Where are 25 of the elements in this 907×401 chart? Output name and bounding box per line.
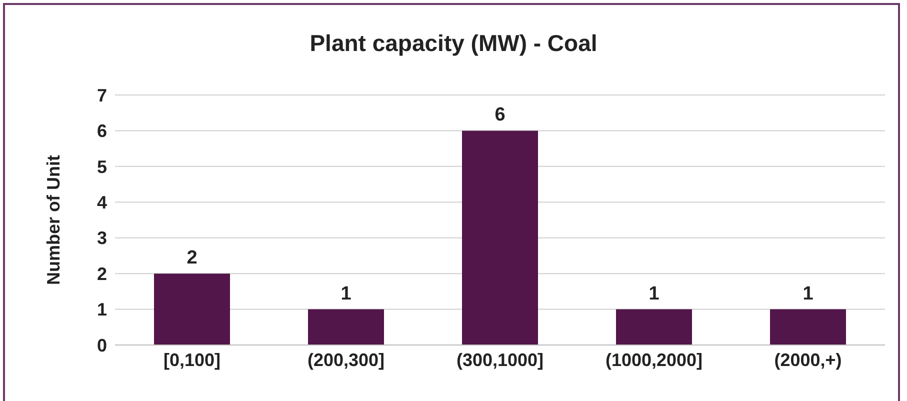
y-tick-label: 3 — [96, 228, 107, 248]
data-label: 6 — [494, 104, 506, 126]
y-tick-label: 5 — [96, 156, 107, 177]
bar — [308, 309, 384, 345]
y-tick-label: 6 — [96, 121, 107, 142]
data-label: 1 — [802, 283, 814, 304]
y-tick-label: 1 — [96, 300, 107, 320]
bar — [616, 309, 692, 345]
y-axis-title: Number of Unit — [43, 155, 64, 285]
data-label: 1 — [340, 283, 352, 304]
x-tick-label: (300,1000] — [456, 350, 544, 370]
data-label: 1 — [648, 283, 660, 304]
x-tick-label: (200,300] — [307, 350, 385, 370]
y-tick-label: 0 — [96, 335, 107, 356]
y-tick-label: 7 — [96, 85, 107, 106]
y-tick-label: 2 — [96, 264, 107, 284]
data-label: 2 — [186, 248, 198, 269]
x-tick-label: (2000,+) — [774, 350, 842, 370]
bar — [462, 130, 538, 345]
chart-title: Plant capacity (MW) - Coal — [308, 30, 598, 57]
bar — [770, 309, 846, 345]
x-tick-label: (1000,2000] — [605, 350, 703, 370]
y-tick-label: 4 — [96, 192, 107, 213]
bar — [154, 274, 230, 345]
x-tick-label: [0,100] — [163, 350, 221, 370]
